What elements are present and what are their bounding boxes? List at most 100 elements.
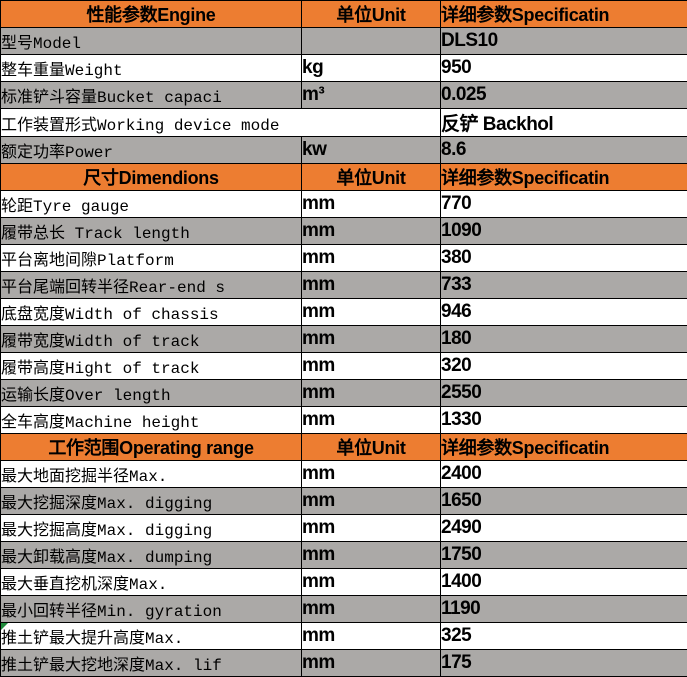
unit-cell[interactable]: mm xyxy=(302,596,441,623)
value-cell[interactable]: 1190 xyxy=(441,596,687,623)
unit-header-cell[interactable]: 单位Unit xyxy=(302,164,441,191)
unit-cell[interactable]: mm xyxy=(302,326,441,353)
unit-cell[interactable]: kg xyxy=(302,55,441,82)
unit-cell[interactable] xyxy=(302,28,441,55)
value-cell[interactable]: 733 xyxy=(441,272,687,299)
param-label-cell[interactable]: 最大卸载高度Max. dumping xyxy=(1,542,302,569)
value-cell[interactable]: 1750 xyxy=(441,542,687,569)
param-label-cell[interactable]: 平台离地间隙Platform xyxy=(1,245,302,272)
param-label-cell[interactable]: 推土铲最大提升高度Max. xyxy=(1,623,302,650)
value-cell[interactable]: 320 xyxy=(441,353,687,380)
value-cell[interactable]: 1400 xyxy=(441,569,687,596)
param-label-cell[interactable]: 底盘宽度Width of chassis xyxy=(1,299,302,326)
param-label-cell[interactable]: 标准铲斗容量Bucket capaci xyxy=(1,82,302,109)
unit-cell[interactable]: mm xyxy=(302,245,441,272)
unit-cell[interactable]: mm xyxy=(302,218,441,245)
param-label-cell[interactable]: 运输长度Over length xyxy=(1,380,302,407)
spec-header-cell[interactable]: 详细参数Specificatin xyxy=(441,434,687,461)
spec-header-cell[interactable]: 详细参数Specificatin xyxy=(441,164,687,191)
value-cell[interactable]: 2400 xyxy=(441,461,687,488)
param-label-cell[interactable]: 最大挖掘高度Max. digging xyxy=(1,515,302,542)
section-title-cell[interactable]: 工作范围Operating range xyxy=(1,434,302,461)
error-indicator-triangle xyxy=(1,623,8,630)
unit-cell[interactable]: mm xyxy=(302,191,441,218)
param-label-cell[interactable]: 最大地面挖掘半径Max. xyxy=(1,461,302,488)
param-label-cell[interactable]: 轮距Tyre gauge xyxy=(1,191,302,218)
param-label-cell[interactable]: 履带高度Hight of track xyxy=(1,353,302,380)
unit-cell[interactable]: kw xyxy=(302,137,441,164)
section-title-cell[interactable]: 性能参数Engine xyxy=(1,1,302,28)
value-cell[interactable]: 950 xyxy=(441,55,687,82)
value-cell[interactable]: 8.6 xyxy=(441,137,687,164)
param-label-cell[interactable]: 全车高度Machine height xyxy=(1,407,302,434)
param-label-cell[interactable]: 额定功率Power xyxy=(1,137,302,164)
value-cell[interactable]: 325 xyxy=(441,623,687,650)
value-cell[interactable]: 2550 xyxy=(441,380,687,407)
unit-cell[interactable]: mm xyxy=(302,650,441,677)
unit-cell[interactable]: mm xyxy=(302,380,441,407)
unit-cell[interactable]: mm xyxy=(302,272,441,299)
unit-cell[interactable]: mm xyxy=(302,353,441,380)
param-label-cell[interactable]: 工作装置形式Working device mode xyxy=(1,109,441,137)
value-cell[interactable]: 770 xyxy=(441,191,687,218)
unit-header-cell[interactable]: 单位Unit xyxy=(302,1,441,28)
unit-cell[interactable]: mm xyxy=(302,623,441,650)
param-label-cell[interactable]: 最大挖掘深度Max. digging xyxy=(1,488,302,515)
value-cell[interactable]: 2490 xyxy=(441,515,687,542)
unit-cell[interactable]: mm xyxy=(302,461,441,488)
value-cell[interactable]: 1330 xyxy=(441,407,687,434)
unit-cell[interactable]: mm xyxy=(302,569,441,596)
value-cell[interactable]: 1650 xyxy=(441,488,687,515)
value-cell[interactable]: 946 xyxy=(441,299,687,326)
unit-cell[interactable]: mm xyxy=(302,407,441,434)
unit-cell[interactable]: mm xyxy=(302,299,441,326)
param-label-cell[interactable]: 推土铲最大挖地深度Max. lif xyxy=(1,650,302,677)
value-cell[interactable]: 1090 xyxy=(441,218,687,245)
value-cell[interactable]: 0.025 xyxy=(441,82,687,109)
table-row: 型号Model DLS10 xyxy=(1,28,687,55)
value-cell[interactable]: 380 xyxy=(441,245,687,272)
value-cell[interactable]: 175 xyxy=(441,650,687,677)
unit-cell[interactable]: m³ xyxy=(302,82,441,109)
section-title-cell[interactable]: 尺寸Dimendions xyxy=(1,164,302,191)
unit-header-cell[interactable]: 单位Unit xyxy=(302,434,441,461)
param-label-cell[interactable]: 平台尾端回转半径Rear-end s xyxy=(1,272,302,299)
param-label-cell[interactable]: 型号Model xyxy=(1,28,302,55)
unit-cell[interactable]: mm xyxy=(302,515,441,542)
param-label-cell[interactable]: 履带宽度Width of track xyxy=(1,326,302,353)
value-cell[interactable]: 180 xyxy=(441,326,687,353)
unit-cell[interactable]: mm xyxy=(302,488,441,515)
param-label-cell[interactable]: 最大垂直挖机深度Max. xyxy=(1,569,302,596)
param-label-cell[interactable]: 履带总长 Track length xyxy=(1,218,302,245)
spec-header-cell[interactable]: 详细参数Specificatin xyxy=(441,1,687,28)
unit-cell[interactable]: mm xyxy=(302,542,441,569)
value-cell[interactable]: DLS10 xyxy=(441,28,687,55)
value-cell[interactable]: 反铲 Backhol xyxy=(441,109,687,137)
param-label-cell[interactable]: 整车重量Weight xyxy=(1,55,302,82)
param-label-cell[interactable]: 最小回转半径Min. gyration xyxy=(1,596,302,623)
